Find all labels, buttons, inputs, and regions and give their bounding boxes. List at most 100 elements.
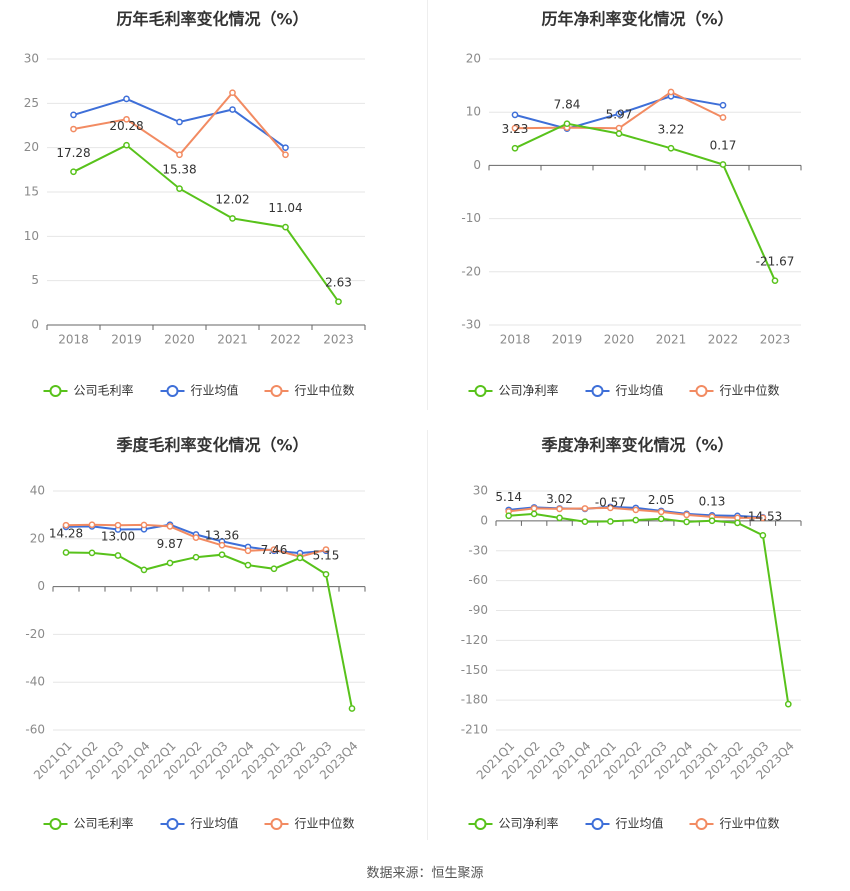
data-point-company[interactable] [229, 215, 236, 222]
data-point-company[interactable] [657, 515, 665, 523]
data-point-company[interactable] [667, 144, 675, 152]
legend-item-company[interactable]: 公司净利率 [468, 383, 559, 398]
y-tick-label: 10 [466, 105, 481, 119]
data-point-median[interactable] [140, 521, 148, 529]
data-point-company[interactable] [759, 531, 767, 539]
legend-item-avg[interactable]: 行业均值 [585, 816, 664, 831]
data-point-median[interactable] [683, 511, 690, 519]
data-point-median[interactable] [244, 547, 252, 555]
data-point-median[interactable] [114, 521, 122, 529]
data-point-median[interactable] [176, 151, 183, 159]
data-label: 3.22 [658, 122, 685, 136]
data-point-median[interactable] [282, 151, 289, 159]
data-point-company[interactable] [296, 554, 304, 562]
data-point-median[interactable] [615, 124, 623, 132]
data-point-company[interactable] [123, 141, 130, 149]
data-point-company[interactable] [581, 518, 589, 526]
data-point-company[interactable] [335, 298, 342, 306]
data-point-avg[interactable] [719, 101, 727, 109]
legend-item-avg[interactable]: 行业均值 [160, 816, 239, 831]
data-point-company[interactable] [556, 514, 563, 522]
y-tick-label: -10 [461, 211, 481, 225]
data-point-median[interactable] [719, 114, 727, 121]
data-point-company[interactable] [166, 559, 174, 567]
data-point-median[interactable] [88, 521, 96, 529]
data-point-median[interactable] [218, 541, 226, 549]
data-point-median[interactable] [70, 125, 77, 133]
data-point-median[interactable] [581, 505, 589, 512]
legend-item-company[interactable]: 公司毛利率 [43, 816, 134, 831]
data-point-company[interactable] [530, 510, 538, 518]
data-point-company[interactable] [511, 144, 519, 152]
data-point-company[interactable] [505, 512, 513, 520]
data-point-company[interactable] [615, 130, 623, 137]
data-point-avg[interactable] [229, 106, 236, 113]
chart-panel-3: 季度毛利率变化情况（%）-60-40-20020402021Q12021Q220… [25, 436, 366, 831]
legend-item-median[interactable]: 行业中位数 [689, 816, 780, 831]
data-point-median[interactable] [530, 505, 538, 512]
chart-title: 历年毛利率变化情况（%） [116, 10, 308, 29]
data-label: 2.05 [648, 493, 675, 507]
data-point-median[interactable] [657, 508, 665, 516]
y-tick-label: 0 [37, 579, 45, 593]
data-point-median[interactable] [759, 514, 767, 522]
data-point-median[interactable] [607, 504, 614, 512]
legend-item-company[interactable]: 公司净利率 [468, 816, 559, 831]
data-point-company[interactable] [784, 700, 792, 708]
data-point-median[interactable] [322, 546, 330, 553]
data-point-company[interactable] [607, 518, 614, 525]
data-point-avg[interactable] [511, 111, 519, 119]
data-point-avg[interactable] [176, 118, 183, 126]
data-point-company[interactable] [244, 561, 252, 569]
legend-label: 行业中位数 [295, 383, 355, 398]
data-point-company[interactable] [140, 566, 148, 574]
data-point-company[interactable] [348, 705, 356, 712]
data-point-company[interactable] [62, 549, 70, 556]
data-point-company[interactable] [282, 223, 289, 231]
data-point-company[interactable] [563, 120, 571, 128]
data-point-company[interactable] [719, 161, 727, 168]
data-label: 11.04 [268, 201, 302, 215]
data-point-company[interactable] [70, 168, 77, 176]
data-point-avg[interactable] [123, 95, 130, 103]
data-point-company[interactable] [734, 519, 741, 527]
legend-item-median[interactable]: 行业中位数 [264, 816, 355, 831]
data-point-median[interactable] [192, 534, 200, 541]
data-point-median[interactable] [511, 124, 519, 132]
data-point-company[interactable] [632, 516, 640, 524]
data-point-avg[interactable] [282, 144, 289, 152]
data-point-median[interactable] [62, 521, 70, 529]
data-point-median[interactable] [667, 88, 675, 96]
legend-marker [695, 818, 708, 830]
legend-item-avg[interactable]: 行业均值 [585, 383, 664, 398]
legend-item-company[interactable]: 公司毛利率 [43, 383, 134, 398]
data-point-median[interactable] [123, 115, 130, 123]
data-point-company[interactable] [771, 277, 779, 285]
y-tick-label: 30 [24, 52, 39, 66]
data-point-median[interactable] [166, 523, 174, 530]
y-tick-label: 10 [24, 229, 39, 243]
data-point-median[interactable] [632, 506, 640, 514]
data-point-company[interactable] [192, 553, 200, 561]
data-point-company[interactable] [322, 570, 330, 578]
data-point-company[interactable] [88, 549, 96, 557]
series-line-company [65, 551, 353, 709]
y-tick-label: -40 [25, 675, 45, 689]
data-point-median[interactable] [556, 505, 563, 513]
data-point-company[interactable] [218, 551, 226, 559]
data-label: 13.36 [205, 529, 239, 543]
data-point-median[interactable] [229, 89, 236, 97]
data-label: 7.46 [261, 543, 288, 557]
data-point-company[interactable] [683, 518, 690, 526]
legend-item-median[interactable]: 行业中位数 [689, 383, 780, 398]
chart-panel-2: 历年净利率变化情况（%） -30 -20 -10 0 10 20 2018 2019 2020 20… [461, 10, 802, 398]
data-point-avg[interactable] [615, 110, 623, 118]
data-point-company[interactable] [114, 552, 122, 559]
data-point-avg[interactable] [70, 111, 77, 119]
data-point-company[interactable] [176, 185, 183, 192]
data-point-median[interactable] [270, 546, 278, 553]
data-point-company[interactable] [708, 517, 716, 525]
legend-item-avg[interactable]: 行业均值 [160, 383, 239, 398]
data-point-company[interactable] [270, 565, 278, 573]
legend-item-median[interactable]: 行业中位数 [264, 383, 355, 398]
